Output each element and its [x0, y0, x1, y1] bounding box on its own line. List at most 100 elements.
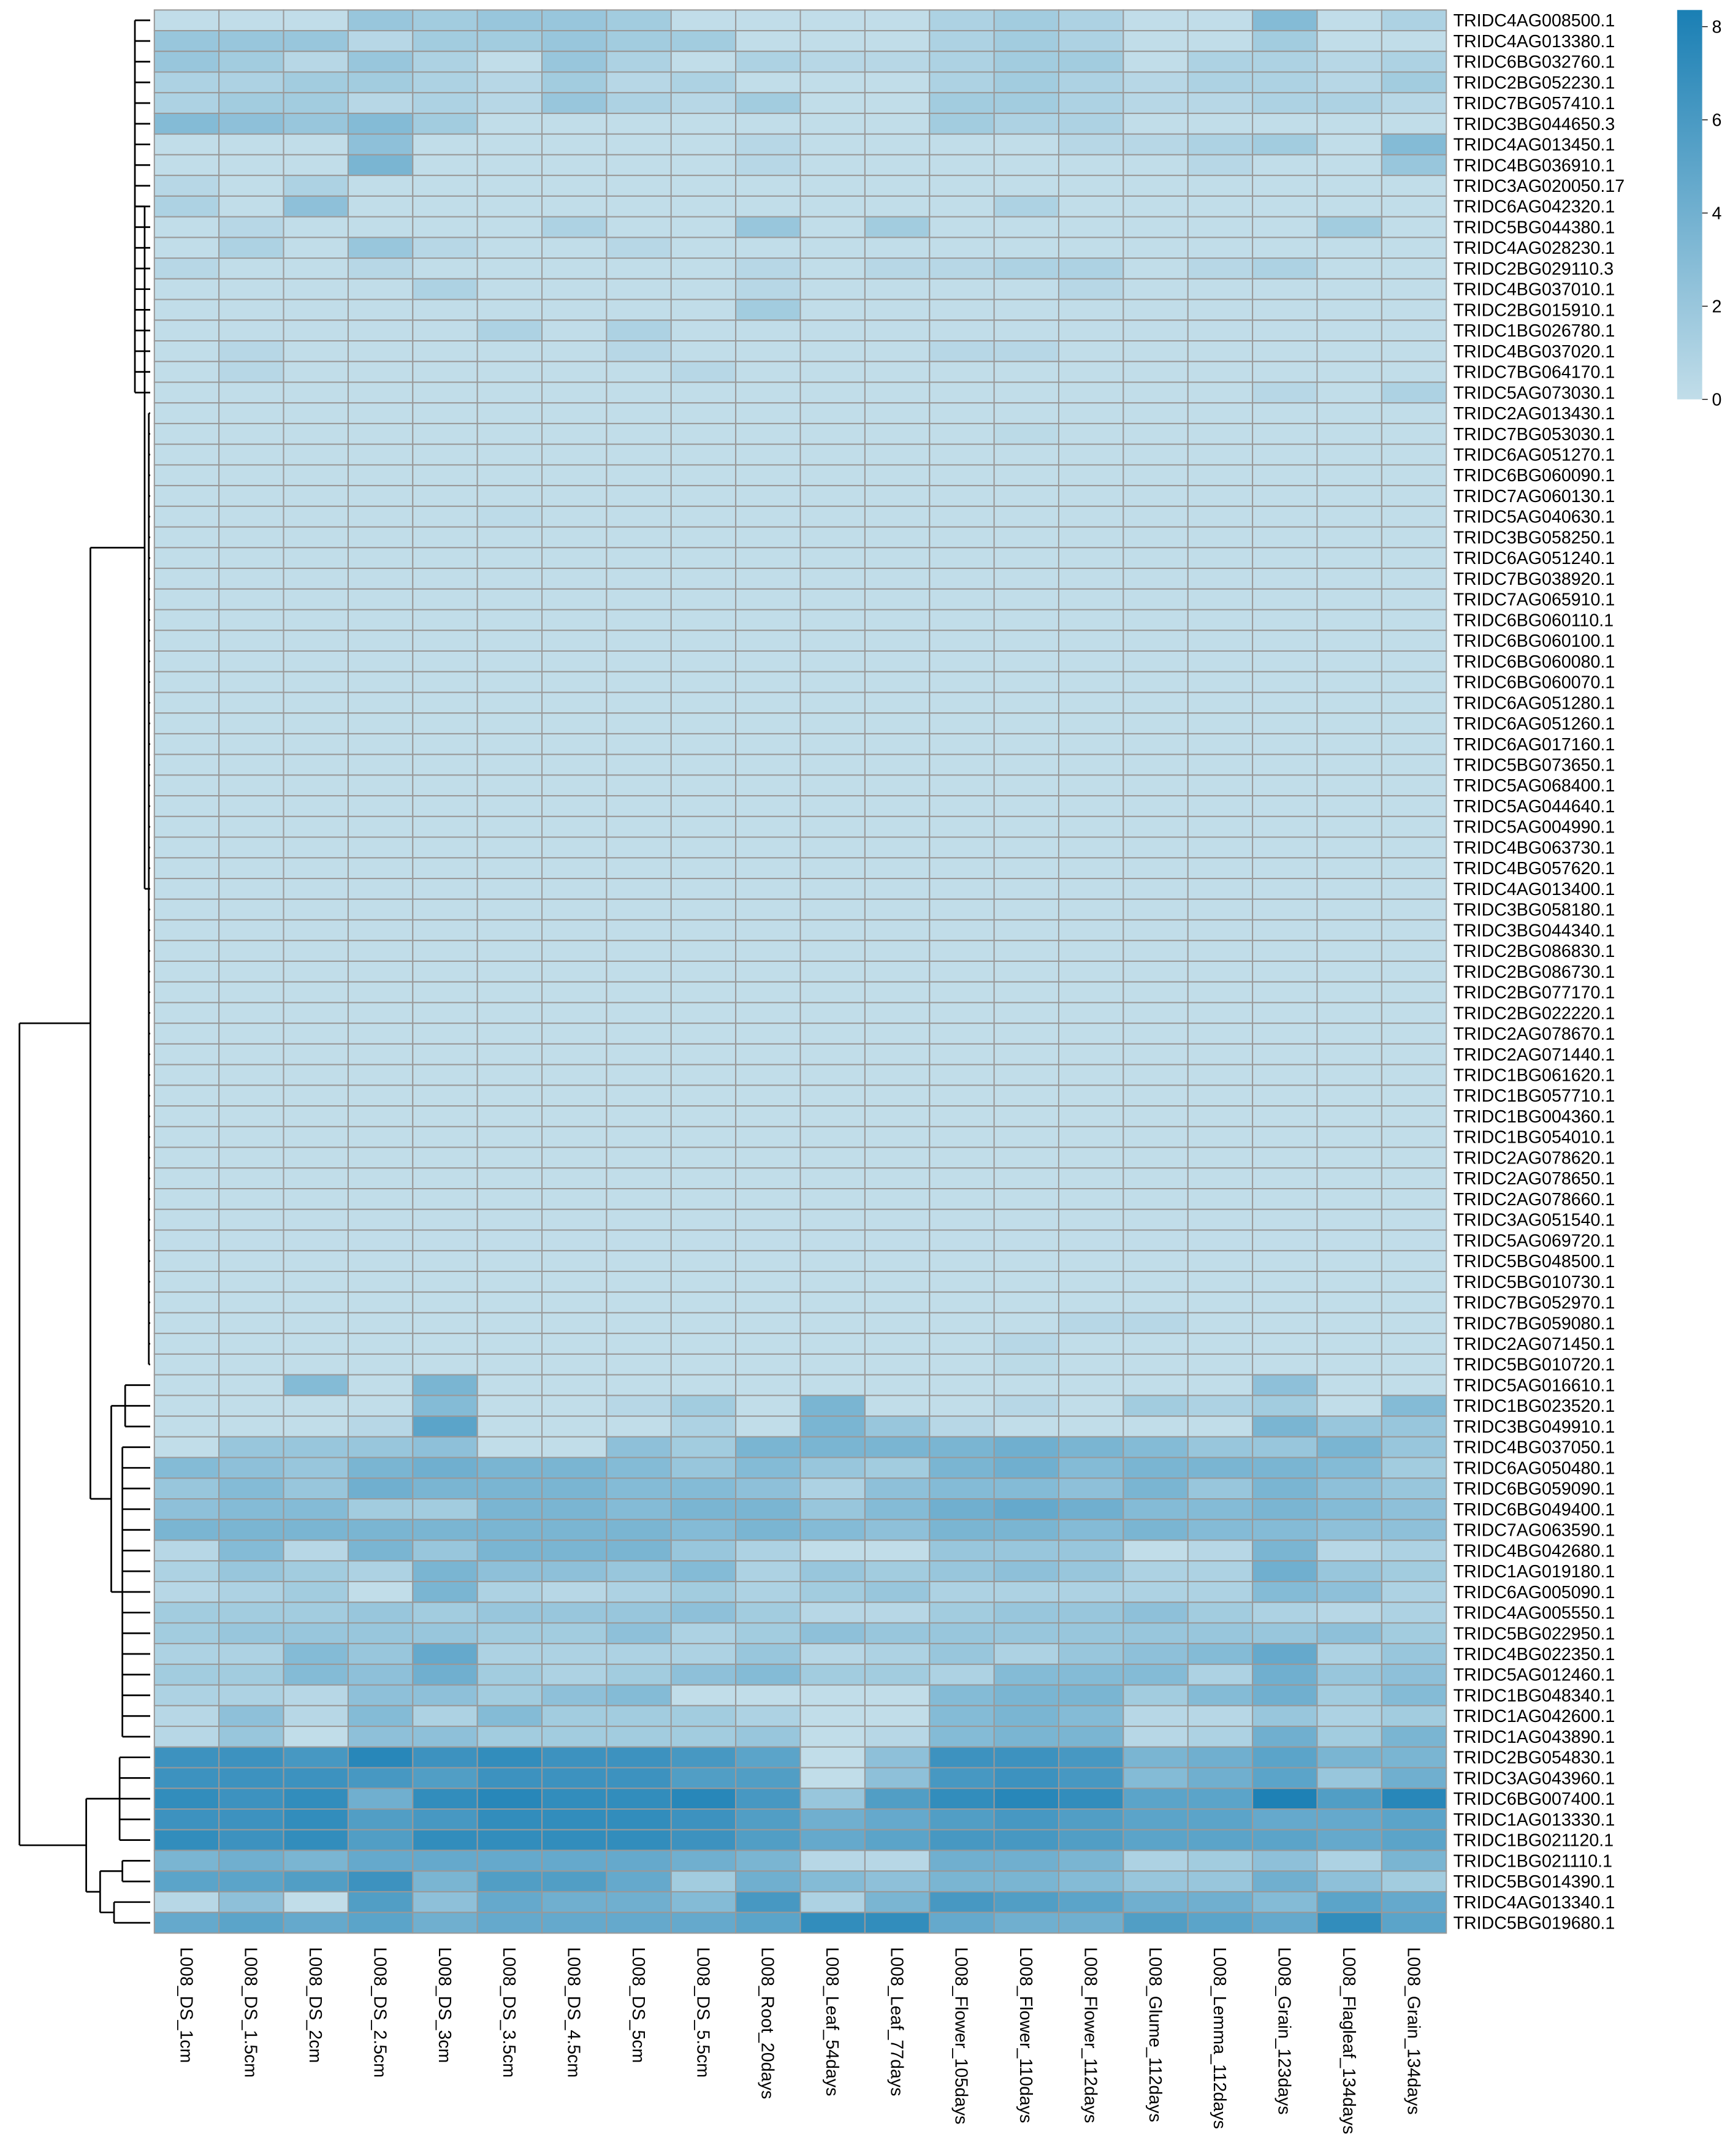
heatmap-cell	[606, 1849, 672, 1872]
heatmap-cell	[799, 1726, 866, 1748]
heatmap-cell	[218, 1023, 284, 1045]
heatmap-cell	[347, 195, 414, 218]
heatmap-cell	[541, 1498, 608, 1520]
heatmap-cell	[412, 1374, 478, 1396]
heatmap-cell	[670, 1498, 737, 1520]
heatmap-cell	[153, 422, 220, 445]
heatmap-cell	[799, 671, 866, 693]
heatmap-cell	[929, 630, 995, 652]
heatmap-cell	[1252, 1208, 1318, 1231]
heatmap-cell	[476, 1002, 543, 1024]
heatmap-cell	[799, 1829, 866, 1851]
row-label: TRIDC4AG008500.1	[1454, 11, 1615, 31]
heatmap-cell	[1122, 1353, 1189, 1376]
column-label: L008_Flagleaf_134days	[1339, 1947, 1358, 2134]
heatmap-cell	[864, 1788, 931, 1810]
heatmap-cell	[670, 774, 737, 797]
heatmap-cell	[412, 92, 478, 114]
heatmap-cell	[218, 815, 284, 838]
heatmap-cell	[476, 960, 543, 983]
heatmap-cell	[412, 505, 478, 528]
heatmap-cell	[412, 112, 478, 135]
heatmap-cell	[864, 1126, 931, 1148]
heatmap-cell	[218, 1684, 284, 1707]
heatmap-cell	[1316, 671, 1382, 693]
heatmap-cell	[799, 1870, 866, 1892]
heatmap-cell	[1316, 1580, 1382, 1603]
heatmap-cell	[1057, 1436, 1124, 1458]
heatmap-cell	[799, 402, 866, 424]
heatmap-cell	[606, 1023, 672, 1045]
heatmap-cell	[1057, 1105, 1124, 1127]
heatmap-cell	[735, 836, 801, 859]
heatmap-cell	[153, 1064, 220, 1086]
heatmap-cell	[1316, 1023, 1382, 1045]
heatmap-cell	[476, 257, 543, 280]
heatmap-cell	[347, 175, 414, 197]
heatmap-cell	[735, 319, 801, 342]
heatmap-cell	[218, 1580, 284, 1603]
heatmap-cell	[153, 278, 220, 300]
heatmap-cell	[993, 960, 1060, 983]
heatmap-cell	[347, 1477, 414, 1500]
heatmap-cell	[1057, 1167, 1124, 1190]
heatmap-cell	[799, 1250, 866, 1272]
heatmap-cell	[283, 753, 349, 776]
heatmap-cell	[1252, 175, 1318, 197]
heatmap-cell	[1122, 981, 1189, 1004]
heatmap-cell	[735, 1643, 801, 1665]
heatmap-cell	[218, 154, 284, 177]
heatmap-cell	[1316, 1788, 1382, 1810]
heatmap-cell	[799, 712, 866, 734]
heatmap-cell	[1187, 422, 1254, 445]
heatmap-cell	[735, 30, 801, 52]
heatmap-cell	[606, 71, 672, 94]
heatmap-cell	[412, 1436, 478, 1458]
heatmap-cell	[153, 216, 220, 238]
heatmap-cell	[670, 898, 737, 921]
heatmap-cell	[1122, 71, 1189, 94]
heatmap-cell	[864, 1539, 931, 1562]
heatmap-cell	[476, 733, 543, 755]
heatmap-cell	[541, 133, 608, 156]
heatmap-cell	[799, 1126, 866, 1148]
heatmap-cell	[1057, 609, 1124, 631]
row-label: TRIDC2BG022220.1	[1454, 1004, 1615, 1023]
heatmap-cell	[283, 1477, 349, 1500]
heatmap-cell	[347, 1911, 414, 1934]
heatmap-cell	[1252, 92, 1318, 114]
heatmap-cell	[218, 1146, 284, 1169]
heatmap-cell	[1381, 588, 1447, 611]
heatmap-cell	[929, 1415, 995, 1438]
heatmap-cell	[347, 1291, 414, 1314]
heatmap-cell	[218, 485, 284, 507]
heatmap-cell	[606, 340, 672, 362]
heatmap-cell	[153, 1084, 220, 1107]
heatmap-cell	[1252, 1002, 1318, 1024]
heatmap-cell	[993, 878, 1060, 900]
heatmap-cell	[1187, 1333, 1254, 1355]
row-label: TRIDC4BG063730.1	[1454, 838, 1615, 858]
heatmap-cell	[864, 1560, 931, 1582]
heatmap-cell	[476, 1105, 543, 1127]
heatmap-cell	[153, 381, 220, 404]
heatmap-cell	[864, 237, 931, 259]
heatmap-cell	[347, 1208, 414, 1231]
heatmap-cell	[541, 1726, 608, 1748]
heatmap-cell	[1252, 1746, 1318, 1769]
heatmap-cell	[1122, 402, 1189, 424]
heatmap-cell	[1316, 1353, 1382, 1376]
heatmap-cell	[670, 940, 737, 962]
heatmap-cell	[283, 1333, 349, 1355]
heatmap-cell	[218, 1333, 284, 1355]
heatmap-cell	[412, 195, 478, 218]
heatmap-cell	[283, 216, 349, 238]
heatmap-cell	[476, 547, 543, 569]
heatmap-cell	[1252, 1518, 1318, 1541]
heatmap-cell	[153, 1767, 220, 1789]
heatmap-cell	[218, 422, 284, 445]
heatmap-cell	[1316, 609, 1382, 631]
heatmap-cell	[218, 712, 284, 734]
heatmap-cell	[153, 1353, 220, 1376]
heatmap-cell	[799, 1788, 866, 1810]
